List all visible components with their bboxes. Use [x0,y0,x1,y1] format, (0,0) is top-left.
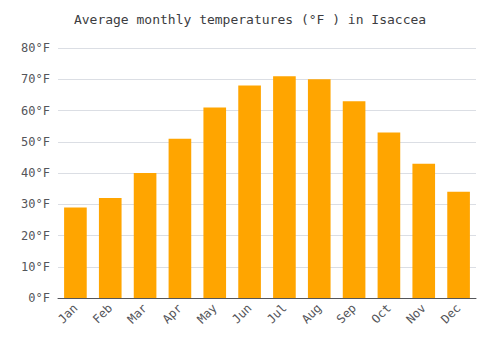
svg-text:Average monthly temperatures (: Average monthly temperatures (°F ) in Is… [74,12,426,27]
svg-text:10°F: 10°F [21,260,50,274]
svg-text:Dec: Dec [438,301,463,326]
svg-text:40°F: 40°F [21,166,50,180]
svg-text:Jul: Jul [264,301,289,326]
svg-text:Mar: Mar [125,301,150,326]
svg-text:80°F: 80°F [21,41,50,55]
svg-text:50°F: 50°F [21,135,50,149]
svg-text:Jun: Jun [229,301,254,326]
svg-text:Sep: Sep [334,301,359,326]
svg-text:May: May [194,301,219,326]
svg-text:Feb: Feb [90,301,115,326]
svg-text:Aug: Aug [299,301,324,326]
svg-text:20°F: 20°F [21,229,50,243]
svg-text:Nov: Nov [403,301,428,326]
svg-text:0°F: 0°F [28,291,50,305]
svg-text:Apr: Apr [160,301,185,326]
svg-text:30°F: 30°F [21,197,50,211]
svg-text:60°F: 60°F [21,104,50,118]
svg-text:Oct: Oct [369,301,394,326]
svg-text:Jan: Jan [55,301,80,326]
svg-text:70°F: 70°F [21,72,50,86]
